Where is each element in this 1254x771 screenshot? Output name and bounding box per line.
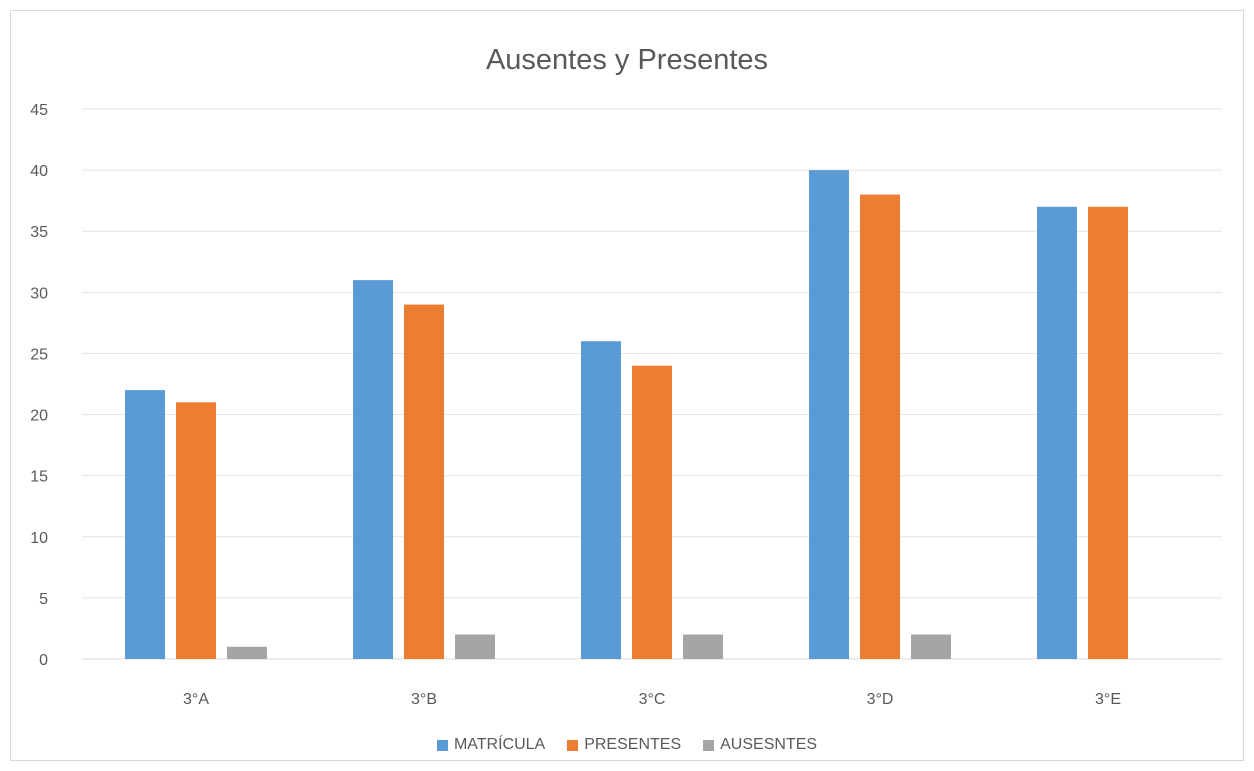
- chart-title: Ausentes y Presentes: [485, 44, 769, 76]
- y-tick-label: 40: [30, 163, 48, 180]
- y-tick-label: 25: [30, 346, 48, 363]
- bar-ausesntes-0: [227, 646, 267, 659]
- bar-matrcula-0: [125, 390, 165, 659]
- x-tick-label: 3°E: [1095, 691, 1121, 708]
- bar-presentes-1: [404, 304, 444, 659]
- legend-swatch: [567, 739, 579, 751]
- legend-label: AUSESNTES: [720, 736, 818, 753]
- legend-swatch: [436, 739, 448, 751]
- y-tick-label: 5: [39, 591, 48, 608]
- bar-presentes-3: [860, 194, 900, 660]
- legend-label: PRESENTES: [584, 736, 682, 753]
- x-tick-label: 3°A: [183, 691, 209, 708]
- bar-matrcula-3: [809, 170, 849, 659]
- bar-presentes-0: [176, 402, 216, 659]
- bar-presentes-4: [1088, 206, 1128, 659]
- legend-label: MATRÍCULA: [453, 736, 546, 753]
- bar-matrcula-2: [581, 341, 621, 659]
- legend-item: PRESENTES: [567, 736, 681, 754]
- bar-ausesntes-2: [683, 634, 723, 659]
- bar-ausesntes-1: [455, 634, 495, 659]
- bar-presentes-2: [632, 365, 672, 659]
- chart-legend: MATRÍCULA PRESENTES AUSESNTES: [0, 736, 1254, 754]
- bar-matrcula-1: [353, 280, 393, 659]
- legend-item: MATRÍCULA: [436, 736, 546, 754]
- bar-ausesntes-3: [911, 634, 951, 659]
- y-tick-label: 20: [30, 408, 48, 425]
- x-tick-label: 3°B: [411, 691, 437, 708]
- legend-item: AUSESNTES: [703, 736, 817, 754]
- y-tick-label: 45: [30, 102, 48, 119]
- y-tick-label: 35: [30, 224, 48, 241]
- x-tick-label: 3°C: [639, 691, 666, 708]
- y-tick-label: 30: [30, 285, 48, 302]
- bar-matrcula-4: [1037, 206, 1077, 659]
- y-tick-label: 0: [39, 652, 48, 669]
- legend-swatch: [703, 739, 715, 751]
- x-tick-label: 3°D: [867, 691, 894, 708]
- y-tick-label: 10: [30, 530, 48, 547]
- y-tick-label: 15: [30, 469, 48, 486]
